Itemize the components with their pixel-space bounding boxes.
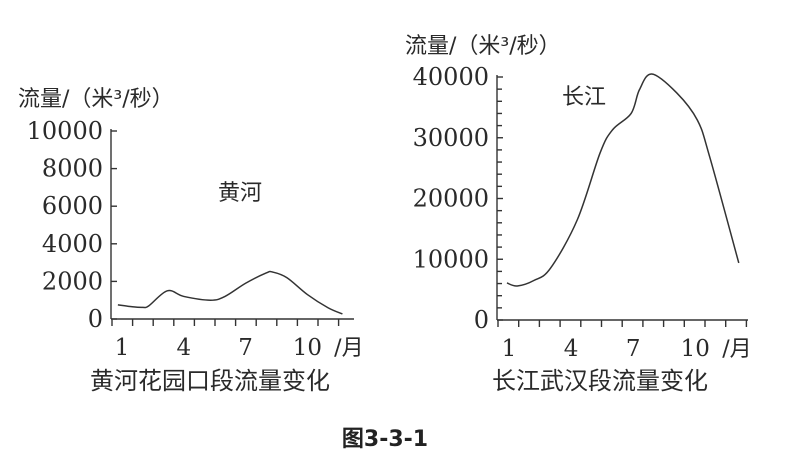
y-tick-label: 10000 (413, 245, 489, 273)
chart-title: 长江武汉段流量变化 (492, 367, 708, 395)
y-axis-label: 流量/（米³/秒） (405, 34, 561, 59)
x-tick-label: 7 (238, 335, 253, 361)
x-tick-label: 4 (176, 335, 191, 361)
x-tick-label: 10 (293, 335, 322, 361)
x-axis-unit: /月 (334, 336, 363, 361)
y-axis-label: 流量/（米³/秒） (18, 87, 174, 112)
y-tick-label: 0 (474, 306, 489, 334)
x-axis-unit: /月 (722, 337, 751, 362)
series-label: 黄河 (218, 181, 262, 206)
y-tick-label: 4000 (42, 230, 103, 258)
chart-yangtze-river: 流量/（米³/秒） 长江 长江武汉段流量变化 0 10000 20000 30000 4… (405, 34, 752, 395)
y-tick-label: 40000 (413, 63, 489, 91)
x-tick-label: 4 (564, 336, 579, 362)
y-tick-label: 0 (88, 305, 103, 333)
x-tick-label: 10 (681, 336, 710, 362)
series-label: 长江 (562, 85, 606, 110)
chart-yellow-river: 流量/（米³/秒） 黄河 黄河花园口段流量变化 0 2000 4000 6000 800… (18, 87, 364, 395)
y-tick-label: 20000 (413, 185, 489, 213)
y-tick-label: 8000 (42, 155, 103, 183)
figure-title: 图3-3-1 (342, 427, 428, 452)
y-tick-label: 10000 (27, 117, 103, 145)
y-tick-label: 6000 (42, 192, 103, 220)
chart-title: 黄河花园口段流量变化 (90, 367, 330, 395)
x-tick-label: 1 (502, 336, 517, 362)
y-tick-label: 2000 (42, 267, 103, 295)
flow-line (506, 73, 740, 287)
y-tick-label: 30000 (413, 124, 489, 152)
x-tick-label: 1 (115, 335, 130, 361)
flow-line (117, 270, 343, 315)
x-tick-label: 7 (626, 336, 641, 362)
